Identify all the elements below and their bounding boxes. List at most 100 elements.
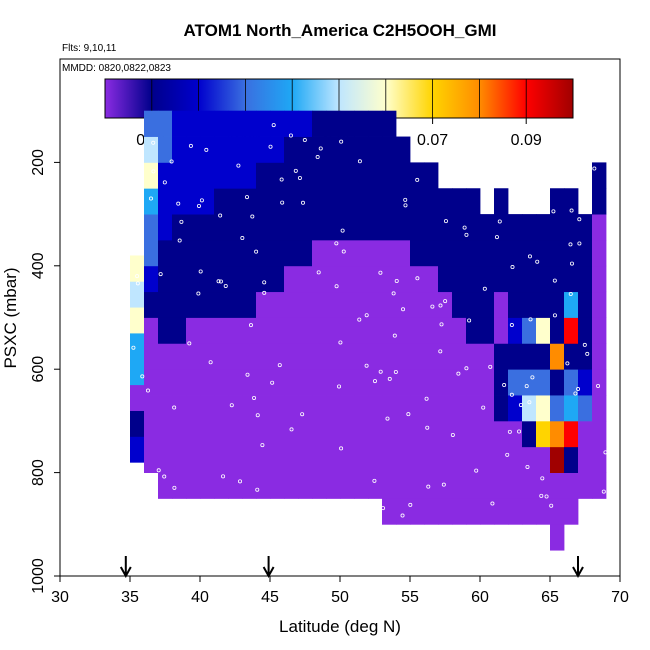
heatmap-cell: [242, 420, 257, 448]
sample-marker: [441, 482, 446, 487]
sample-marker: [482, 286, 487, 291]
heatmap-cell: [298, 446, 313, 473]
sample-marker: [151, 169, 156, 174]
heatmap-cell: [186, 162, 201, 189]
heatmap-cell: [368, 472, 383, 499]
sample-marker: [135, 281, 140, 286]
heatmap-cell: [368, 291, 383, 318]
heatmap-cell: [354, 317, 369, 344]
sample-marker: [177, 238, 182, 243]
heatmap-cell: [312, 265, 327, 293]
heatmap-cell: [242, 110, 257, 137]
heatmap-cell: [284, 317, 299, 344]
sample-marker: [262, 280, 267, 285]
heatmap-cell: [130, 333, 145, 360]
heatmap-cell: [438, 420, 453, 448]
heatmap-cell: [536, 369, 551, 396]
sample-marker: [148, 196, 153, 201]
heatmap-cell: [452, 239, 467, 267]
heatmap-cell: [256, 446, 271, 473]
heatmap-cell: [298, 265, 313, 293]
heatmap-cell: [312, 472, 327, 499]
y-axis-label: PSXC (mbar): [1, 267, 20, 368]
heatmap-cell: [228, 472, 243, 499]
heatmap-cell: [578, 446, 593, 473]
heatmap-cell: [340, 420, 355, 448]
heatmap-cell: [508, 446, 523, 473]
sample-marker: [300, 412, 305, 417]
heatmap-cell: [564, 265, 579, 293]
sample-marker: [252, 395, 257, 400]
heatmap-cell: [424, 317, 439, 344]
heatmap-cell: [592, 343, 607, 370]
heatmap-cell: [256, 188, 271, 215]
heatmap-cell: [452, 317, 467, 344]
sample-marker: [525, 464, 530, 469]
heatmap-cell: [158, 420, 173, 448]
heatmap-cell: [256, 162, 271, 189]
sample-marker: [400, 513, 405, 518]
sample-marker: [187, 341, 192, 346]
heatmap-cell: [508, 472, 523, 499]
x-tick-label: 35: [121, 589, 139, 606]
heatmap-cell: [340, 214, 355, 241]
heatmap-cell: [424, 369, 439, 396]
heatmap-cell: [536, 395, 551, 422]
heatmap-cell: [158, 395, 173, 422]
heatmap-cell: [354, 472, 369, 499]
heatmap-cell: [508, 239, 523, 267]
heatmap-cell: [382, 162, 397, 189]
heatmap-cell: [284, 369, 299, 396]
heatmap-cell: [228, 110, 243, 137]
sample-marker: [357, 159, 362, 164]
sample-marker: [156, 468, 161, 473]
sample-marker: [158, 272, 163, 277]
heatmap-cell: [270, 265, 285, 293]
heatmap-cell: [284, 188, 299, 215]
sample-marker: [494, 235, 499, 240]
heatmap-cell: [214, 420, 229, 448]
sample-marker: [162, 180, 167, 185]
heatmap-cell: [228, 395, 243, 422]
heatmap-cell: [200, 420, 215, 448]
heatmap-cell: [340, 162, 355, 189]
heatmap-cell: [228, 239, 243, 267]
heatmap-cell: [242, 317, 257, 344]
sample-marker: [551, 209, 556, 214]
heatmap-cell: [550, 420, 565, 448]
heatmap-cell: [550, 446, 565, 473]
sample-marker: [240, 236, 245, 241]
sample-marker: [443, 219, 448, 224]
x-tick-label: 45: [261, 589, 279, 606]
dates-label: MMDD: 0820,0822,0823: [62, 63, 171, 74]
heatmap-cell: [536, 343, 551, 370]
sample-marker: [464, 232, 469, 237]
heatmap-cell: [158, 317, 173, 344]
heatmap-cell: [284, 472, 299, 499]
heatmap-cell: [424, 420, 439, 448]
heatmap-cell: [186, 343, 201, 370]
heatmap-cell: [284, 446, 299, 473]
heatmap-cell: [172, 369, 187, 396]
heatmap-cell: [480, 239, 495, 267]
sample-marker: [540, 476, 545, 481]
heatmap-cell: [564, 188, 579, 215]
heatmap-cell: [578, 395, 593, 422]
heatmap-cell: [256, 291, 271, 318]
heatmap-cell: [144, 369, 159, 396]
heatmap-cell: [270, 110, 285, 137]
sample-marker: [507, 429, 512, 434]
heatmap-cell: [214, 136, 229, 163]
sample-marker: [254, 249, 259, 254]
heatmap-cell: [592, 369, 607, 396]
heatmap-cell: [536, 446, 551, 473]
heatmap-cell: [354, 291, 369, 318]
heatmap-cell: [228, 162, 243, 189]
sample-marker: [277, 363, 282, 368]
heatmap-cell: [354, 395, 369, 422]
heatmap-cell: [340, 395, 355, 422]
sample-marker: [302, 138, 307, 143]
heatmap-cell: [452, 343, 467, 370]
heatmap-cell: [438, 317, 453, 344]
